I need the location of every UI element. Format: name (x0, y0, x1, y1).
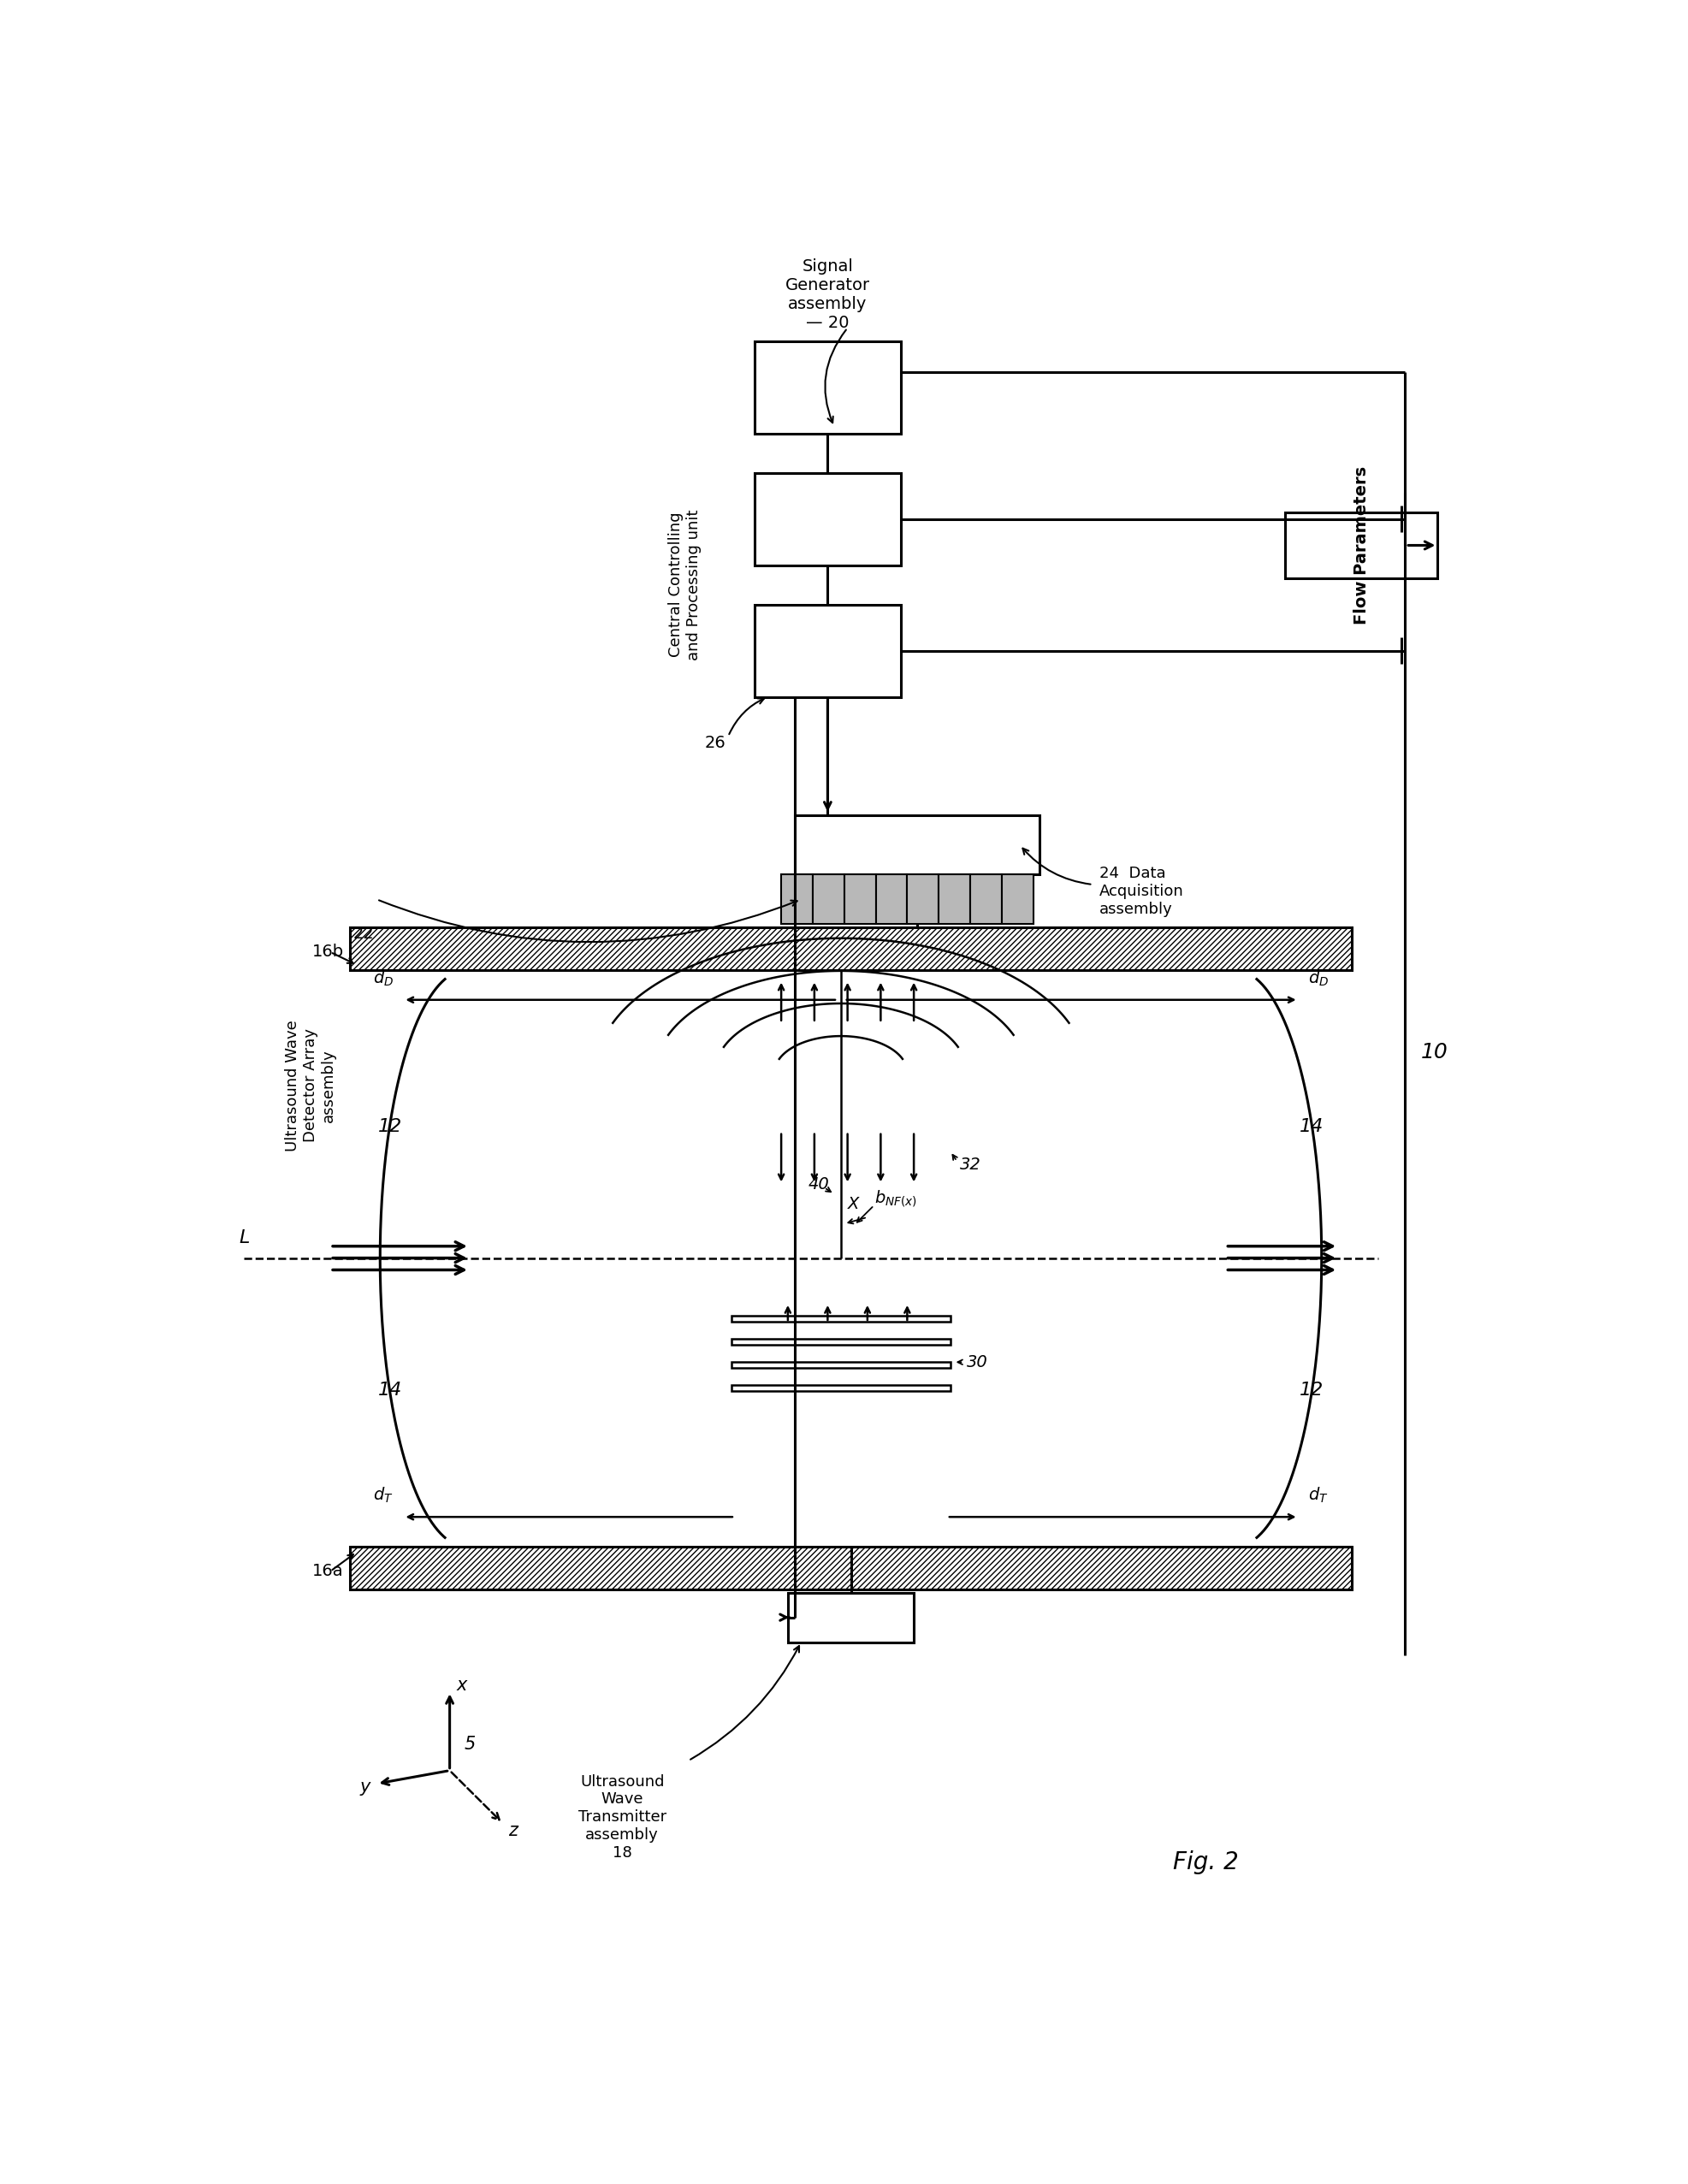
Bar (731, 1317, 950, 1321)
Text: 12: 12 (1300, 1382, 1323, 1398)
Bar (1285, 513, 1438, 579)
Text: x: x (456, 1677, 468, 1693)
Bar (731, 1339, 950, 1345)
Bar (788, 1592, 913, 1642)
Bar (795, 815, 1040, 874)
Text: $d_T$: $d_T$ (1308, 1485, 1328, 1505)
Text: 16b: 16b (312, 943, 344, 961)
Text: X: X (847, 1197, 859, 1212)
Text: Flow Parameters: Flow Parameters (1354, 465, 1369, 625)
Bar (755, 474, 901, 566)
Text: 14: 14 (378, 1382, 402, 1398)
Text: 12: 12 (378, 1118, 402, 1136)
Bar (812, 874, 844, 924)
Text: Ultrasound
Wave
Transmitter
assembly
18: Ultrasound Wave Transmitter assembly 18 (577, 1773, 667, 1861)
Bar (349, 1546, 1352, 1590)
Text: $d_D$: $d_D$ (1308, 970, 1328, 987)
Text: 14: 14 (1300, 1118, 1323, 1136)
Text: 24  Data
Acquisition
assembly: 24 Data Acquisition assembly (1099, 865, 1183, 917)
Text: Fig. 2: Fig. 2 (1173, 1850, 1239, 1874)
Text: 16a: 16a (312, 1564, 344, 1579)
Bar (844, 874, 876, 924)
Bar (755, 605, 901, 697)
Text: 30: 30 (967, 1354, 987, 1369)
Text: 5: 5 (464, 1736, 476, 1754)
Bar (906, 874, 939, 924)
Text: L: L (240, 1230, 250, 1247)
Text: z: z (508, 1824, 518, 1839)
Text: 22: 22 (353, 926, 375, 941)
Bar (876, 874, 906, 924)
Text: $b_{NF(x)}$: $b_{NF(x)}$ (874, 1188, 917, 1208)
Text: 26: 26 (704, 734, 726, 751)
Text: Ultrasound Wave
Detector Array
assembly: Ultrasound Wave Detector Array assembly (285, 1020, 336, 1151)
Bar (1001, 874, 1033, 924)
Bar (939, 874, 971, 924)
Text: Central Controlling
and Processing unit: Central Controlling and Processing unit (668, 509, 702, 660)
Text: Signal
Generator
assembly
— 20: Signal Generator assembly — 20 (785, 258, 869, 332)
Bar (731, 1363, 950, 1367)
Bar (782, 874, 812, 924)
Bar (349, 928, 1352, 970)
Text: 40: 40 (809, 1177, 829, 1192)
Text: y: y (360, 1778, 370, 1795)
Text: 32: 32 (960, 1155, 981, 1173)
Text: 10: 10 (1421, 1042, 1448, 1064)
Bar (971, 874, 1001, 924)
Bar (731, 1385, 950, 1391)
Bar (755, 341, 901, 432)
Text: $d_T$: $d_T$ (373, 1485, 393, 1505)
Text: $d_D$: $d_D$ (373, 970, 393, 987)
